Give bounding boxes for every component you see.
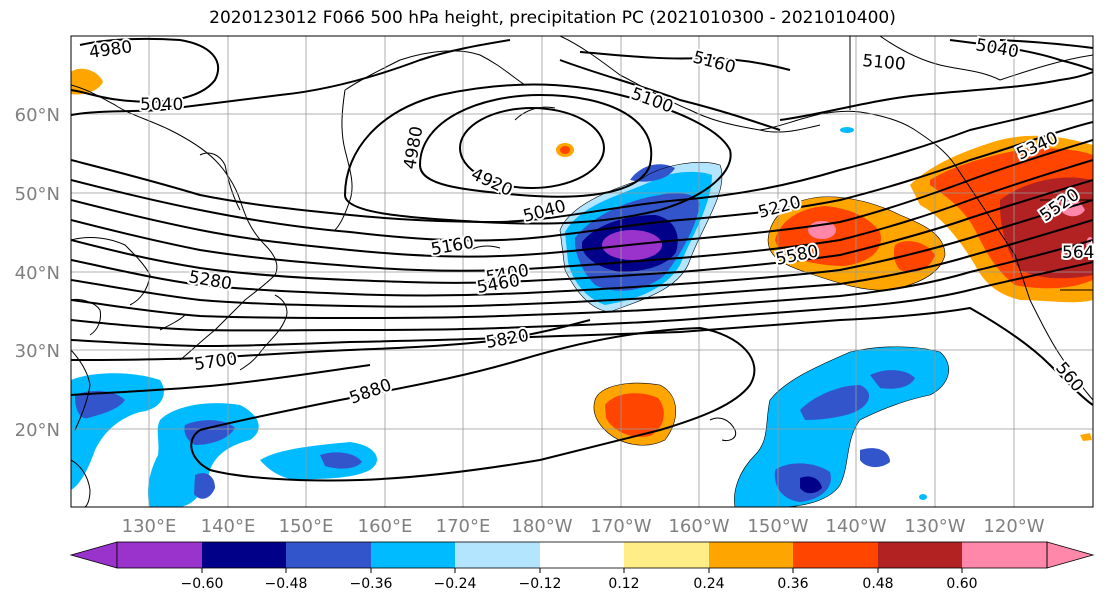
lon-label: 150°W — [747, 516, 808, 537]
colorbar-bin — [371, 542, 455, 568]
colorbar-bin — [286, 542, 371, 568]
contour-label: 5100 — [862, 51, 907, 75]
plot-frame — [70, 35, 1094, 508]
colorbar-bin — [455, 542, 540, 568]
lon-label: 130°E — [122, 516, 177, 537]
colorbar-tick: −0.36 — [350, 576, 393, 592]
colorbar-bin — [962, 542, 1047, 568]
colorbar-bin — [540, 542, 624, 568]
lon-label: 150°E — [279, 516, 334, 537]
lon-label: 180°W — [511, 516, 572, 537]
lon-label: 170°W — [590, 516, 651, 537]
colorbar-tick: 0.60 — [946, 576, 977, 592]
lat-label: 50°N — [15, 184, 60, 205]
colorbar-tick: 0.12 — [608, 576, 639, 592]
lat-label: 40°N — [15, 263, 60, 284]
colorbar-tick: 0.24 — [693, 576, 724, 592]
lon-axis-labels: 130°E 140°E 150°E 160°E 170°E 180°W 170°… — [122, 516, 1045, 537]
contour-label: 564 — [1062, 243, 1094, 263]
colorbar-bin — [709, 542, 793, 568]
colorbar-bin — [117, 542, 202, 568]
lon-label: 170°E — [436, 516, 491, 537]
colorbar-bin — [878, 542, 962, 568]
lat-axis-labels: 60°N 50°N 40°N 30°N 20°N — [15, 105, 60, 441]
contour-label: 5040 — [140, 95, 183, 115]
colorbar-bin — [793, 542, 878, 568]
colorbar-tick: 0.48 — [862, 576, 893, 592]
colorbar-tick: −0.48 — [265, 576, 308, 592]
colorbar-bin — [624, 542, 709, 568]
colorbar-extend-left — [69, 541, 118, 569]
lon-label: 160°E — [358, 516, 413, 537]
lat-label: 60°N — [15, 105, 60, 126]
colorbar-tick: −0.24 — [434, 576, 477, 592]
colorbar-extend-right — [1046, 541, 1095, 569]
height-contours — [71, 37, 1093, 482]
colorbar-tick: 0.36 — [777, 576, 808, 592]
lon-label: 140°W — [825, 516, 886, 537]
lon-label: 130°W — [904, 516, 965, 537]
colorbar-tick: −0.12 — [519, 576, 562, 592]
colorbar: −0.60 −0.48 −0.36 −0.24 −0.12 0.12 0.24 … — [69, 541, 1095, 592]
graticule — [71, 36, 1093, 507]
colorbar-bin — [202, 542, 286, 568]
lat-label: 30°N — [15, 341, 60, 362]
lon-label: 120°W — [983, 516, 1044, 537]
lon-label: 160°W — [668, 516, 729, 537]
lon-label: 140°E — [201, 516, 256, 537]
map-title: 2020123012 F066 500 hPa height, precipit… — [209, 8, 896, 28]
colorbar-tick: −0.60 — [181, 576, 224, 592]
lat-label: 20°N — [15, 420, 60, 441]
